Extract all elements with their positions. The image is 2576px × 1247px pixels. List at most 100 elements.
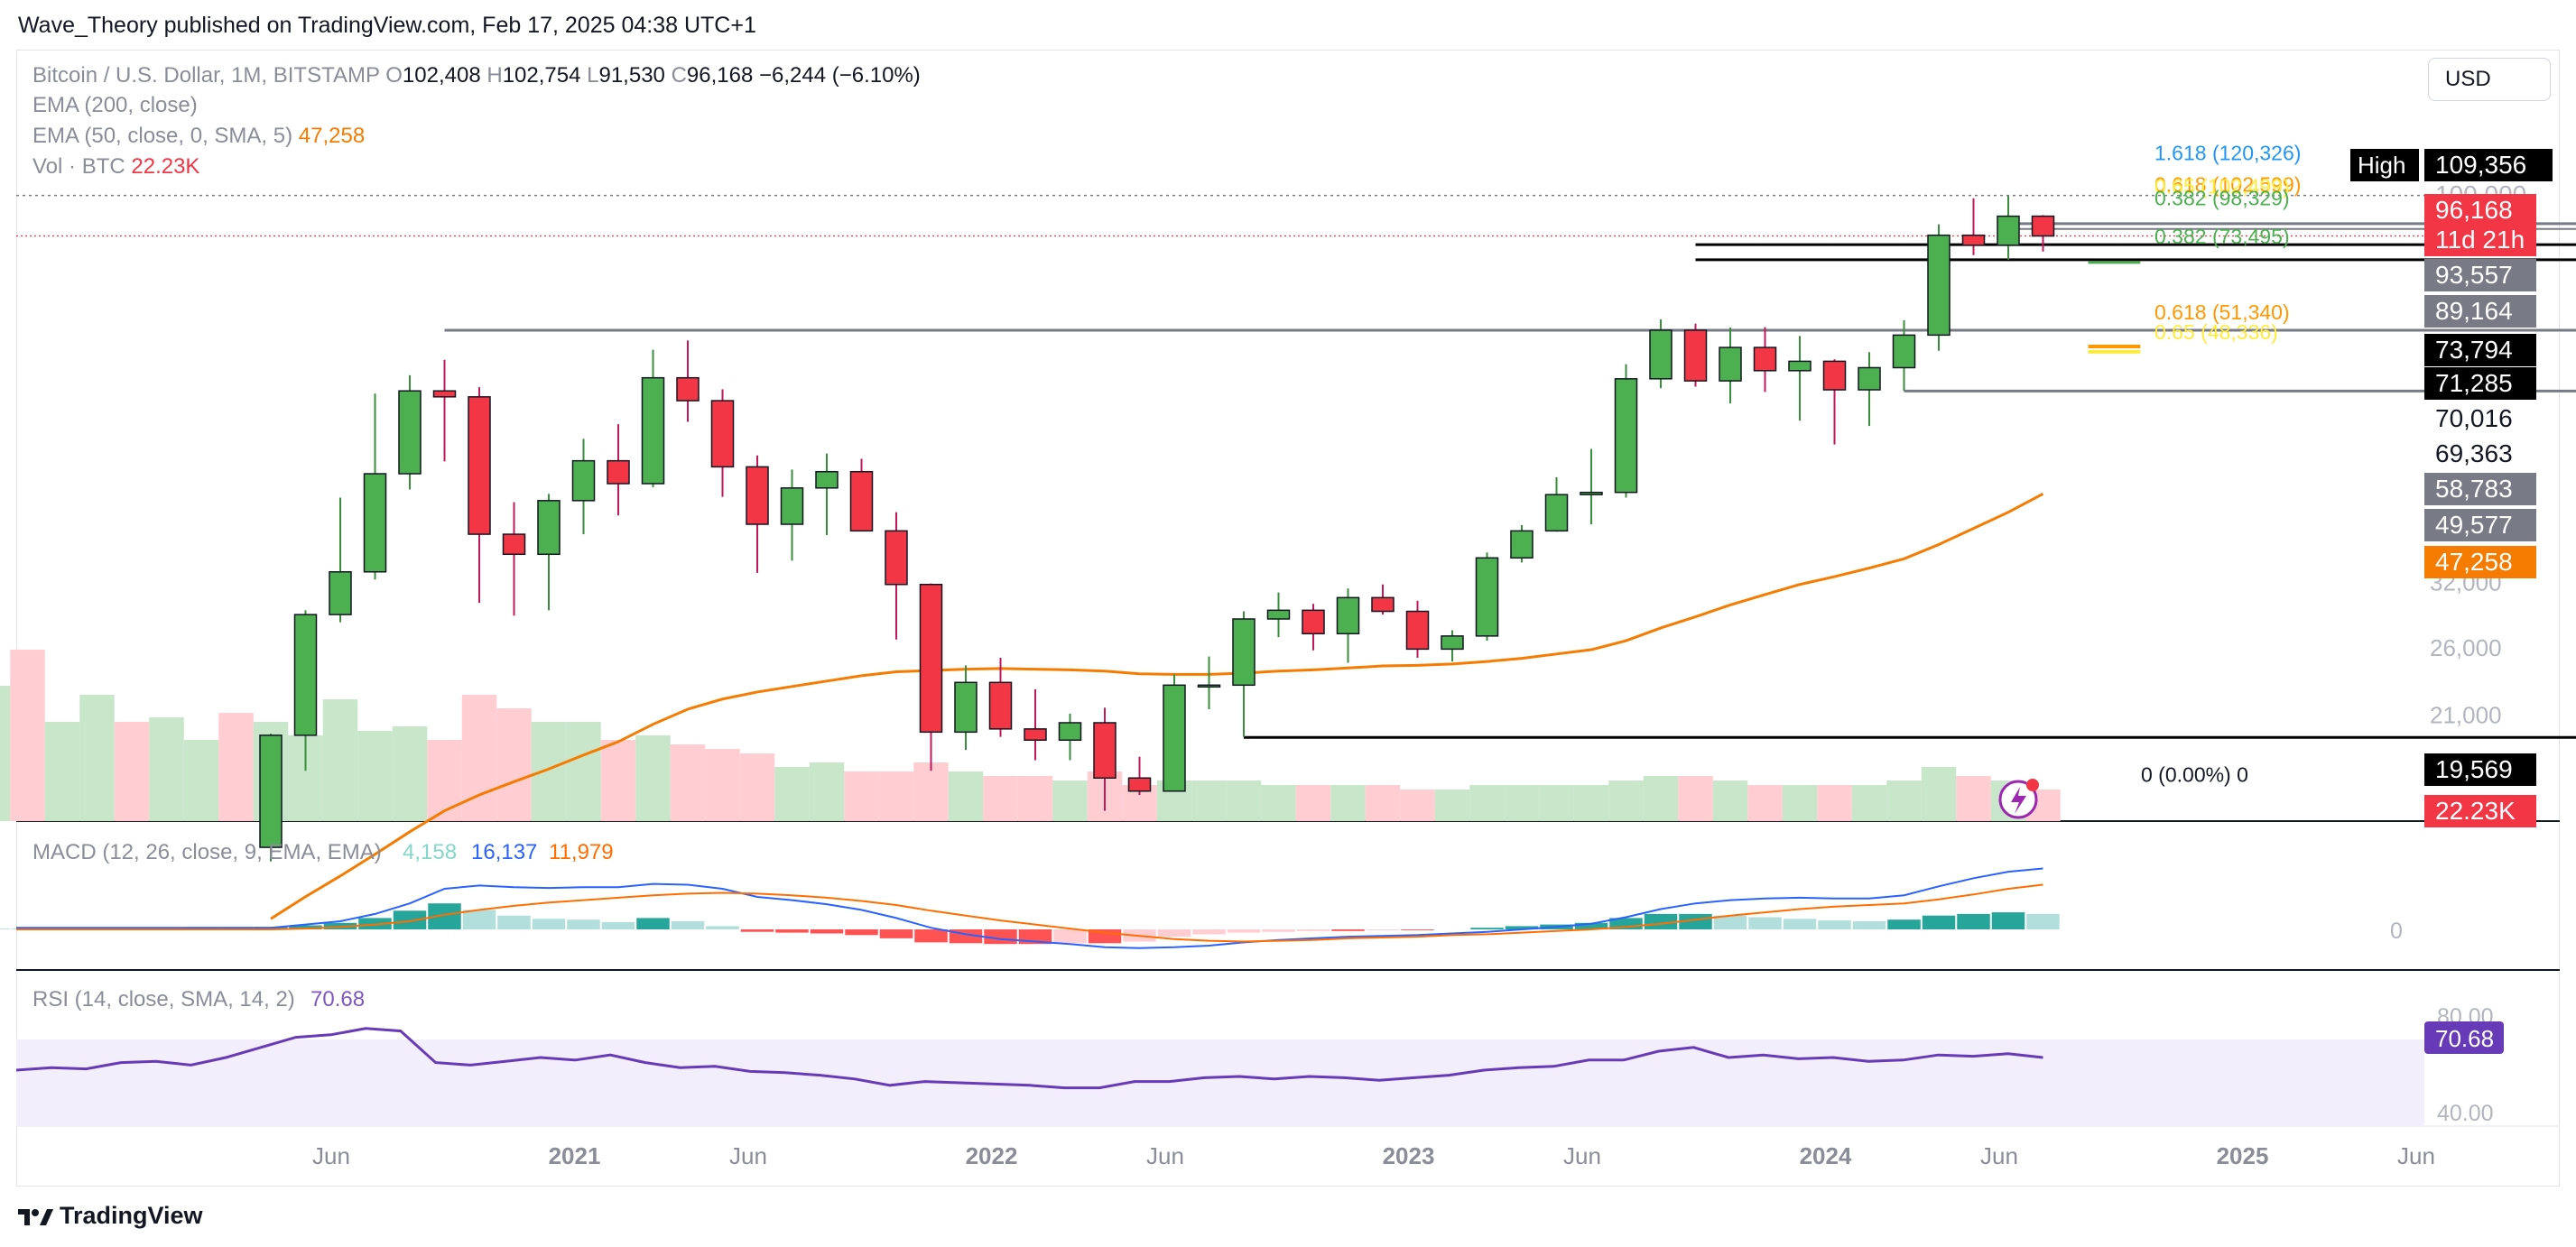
macd-hist-bar xyxy=(1505,926,1539,929)
rsi-tick-40: 40.00 xyxy=(2437,1101,2494,1126)
macd-label: MACD (12, 26, close, 9, EMA, EMA) xyxy=(32,840,382,864)
candle-body xyxy=(2031,215,2055,237)
x-tick-label: Jun xyxy=(2397,1142,2435,1169)
fib-label: 0.618 (51,340) xyxy=(2154,300,2290,324)
pane-dividers xyxy=(16,820,2560,1127)
macd-hist-bar xyxy=(1157,929,1191,938)
volume-bar xyxy=(635,735,671,821)
volume-bar xyxy=(114,722,150,821)
horizontal-levels xyxy=(16,194,2576,739)
candle-body xyxy=(1058,722,1082,741)
macd-hist-bar xyxy=(1922,915,1956,929)
ema50-line xyxy=(270,493,2044,920)
macd-hist-bar xyxy=(879,929,913,938)
price-tag xyxy=(2424,259,2536,291)
currency-selector[interactable]: USD xyxy=(2428,58,2551,101)
price-tag xyxy=(2424,753,2536,786)
x-tick-label: 2023 xyxy=(1383,1142,1435,1169)
ema200-legend[interactable]: EMA (200, close) xyxy=(32,93,198,118)
chart-frame xyxy=(16,50,2560,1187)
candle-body xyxy=(780,487,804,525)
candle-body xyxy=(1858,366,1881,391)
volume-bar xyxy=(1261,785,1296,821)
candle-body xyxy=(746,466,769,525)
rsi-band xyxy=(16,1039,2424,1126)
price-tag-text: 70,016 xyxy=(2435,404,2513,432)
x-tick-label: Jun xyxy=(1146,1142,1184,1169)
volume-bar xyxy=(1191,781,1227,821)
price-tag xyxy=(2424,224,2536,256)
volume-bar xyxy=(461,695,497,821)
high-label: H xyxy=(486,63,503,88)
high-label-text: High xyxy=(2358,152,2405,179)
candle-body xyxy=(1753,346,1777,372)
volume-bar xyxy=(149,717,184,821)
candle-body xyxy=(710,400,735,468)
macd-hist-bar xyxy=(1366,929,1400,930)
price-tag xyxy=(2424,149,2553,181)
price-tag-text: 47,258 xyxy=(2435,548,2513,576)
macd-hist-bar xyxy=(636,918,670,929)
volume-bar xyxy=(844,771,879,821)
open-value: 102,408 xyxy=(402,63,481,88)
low-label: L xyxy=(587,63,599,88)
candle-body xyxy=(1683,329,1708,382)
volume-bar xyxy=(1330,785,1366,821)
fib-label: 0 (0.00%) 0 xyxy=(2141,762,2248,786)
price-tag xyxy=(2424,194,2536,226)
x-tick-label: 2024 xyxy=(1800,1142,1852,1169)
price-tag xyxy=(2424,509,2536,541)
candle-body xyxy=(1266,609,1291,620)
candle-body xyxy=(607,459,630,485)
volume-bar xyxy=(1886,781,1922,821)
high-value: 102,754 xyxy=(502,63,581,88)
volume-bar xyxy=(1608,781,1644,821)
volume-legend[interactable]: Vol · BTC 22.23K xyxy=(32,154,199,180)
candle-body xyxy=(954,681,978,734)
candle-body xyxy=(676,376,700,402)
volume-bar xyxy=(913,762,949,821)
macd-hist-bar xyxy=(1401,929,1434,930)
macd-hist-bar xyxy=(1331,929,1365,931)
x-tick-label: 2025 xyxy=(2217,1142,2269,1169)
price-tag-text: 96,168 xyxy=(2435,196,2513,224)
x-tick-label: 2021 xyxy=(549,1142,601,1169)
volume-bar xyxy=(1956,776,1991,821)
candle-body xyxy=(1997,215,2020,246)
x-tick-label: 2022 xyxy=(966,1142,1018,1169)
volume-bar xyxy=(1712,781,1748,821)
volume-bar xyxy=(809,762,845,821)
macd-line xyxy=(270,867,2043,949)
price-tag-text: 69,363 xyxy=(2435,439,2513,467)
ema50-legend[interactable]: EMA (50, close, 0, SMA, 5) 47,258 xyxy=(32,124,365,149)
volume-bar xyxy=(218,713,254,821)
rsi-line xyxy=(15,1027,2043,1090)
fib-label: 1.618 (120,326) xyxy=(2154,141,2301,164)
candle-body xyxy=(502,533,526,556)
macd-hist-bar xyxy=(289,925,322,929)
candle-body xyxy=(1302,609,1325,635)
tradingview-logo[interactable]: TradingView xyxy=(18,1202,203,1230)
macd-hist-bar xyxy=(1262,929,1295,932)
price-tag xyxy=(2424,334,2536,366)
candle-body xyxy=(1719,346,1742,382)
ema50-layer xyxy=(270,493,2044,920)
macd-pane: MACD (12, 26, close, 9, EMA, EMA) 4,158 16… xyxy=(0,840,2403,949)
volume-label: Vol · BTC xyxy=(32,154,125,179)
candle-body xyxy=(849,470,874,532)
symbol-legend[interactable]: Bitcoin / U.S. Dollar, 1M, BITSTAMP O102… xyxy=(32,63,921,88)
candle-body xyxy=(1544,494,1569,532)
macd-hist-bar xyxy=(775,929,809,933)
volume-bar xyxy=(1400,790,1435,821)
macd-hist-bar xyxy=(462,910,496,929)
x-tick-label: Jun xyxy=(1980,1142,2018,1169)
candle-body xyxy=(1822,360,1847,391)
price-tag-text: 109,356 xyxy=(2435,151,2526,179)
macd-hist-bar xyxy=(1713,915,1747,929)
change-value: −6,244 (−6.10%) xyxy=(758,63,921,88)
ema200-label: EMA (200, close) xyxy=(32,93,198,117)
price-tag-text: 93,557 xyxy=(2435,261,2513,289)
volume-bar xyxy=(0,686,11,821)
